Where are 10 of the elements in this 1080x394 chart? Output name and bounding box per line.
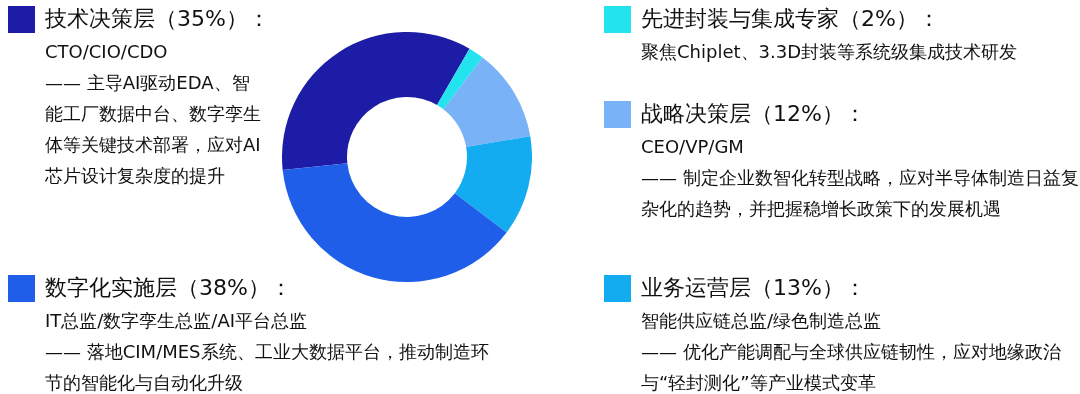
- text: IT总监/数字孪生总监/AI平台总监 —— 落地CIM/MES系统、工业大数据平台，推动制造环节的智能化与自动化升级: [45, 309, 490, 394]
- text: 聚焦Chiplet、3.3D封装等系统级集成技术研发: [641, 40, 1019, 64]
- legend-label: 技术决策层（35%）：: [45, 5, 270, 33]
- text: CEO/VP/GM —— 制定企业数智化转型战略，应对半导体制造日益复杂化的趋势，并把握稳增长政策下的发展机遇: [641, 135, 1080, 221]
- legend-label: 业务运营层（13%）：: [641, 274, 866, 302]
- legend-label: 数字化实施层（38%）：: [45, 274, 292, 302]
- text: CTO/CIO/CDO —— 主导AI驱动EDA、智能工厂数据中台、数字孪生体等关键技术部署，应对AI芯片设计复杂度的提升: [45, 40, 262, 188]
- text: 智能供应链总监/绿色制造总监 —— 优化产能调配与全球供应链韧性，应对地缘政治与“轻封测化”等产业模式变革: [641, 309, 1062, 394]
- legend-label: 先进封装与集成专家（2%）：: [641, 5, 940, 33]
- legend-label: 战略决策层（12%）：: [641, 100, 866, 128]
